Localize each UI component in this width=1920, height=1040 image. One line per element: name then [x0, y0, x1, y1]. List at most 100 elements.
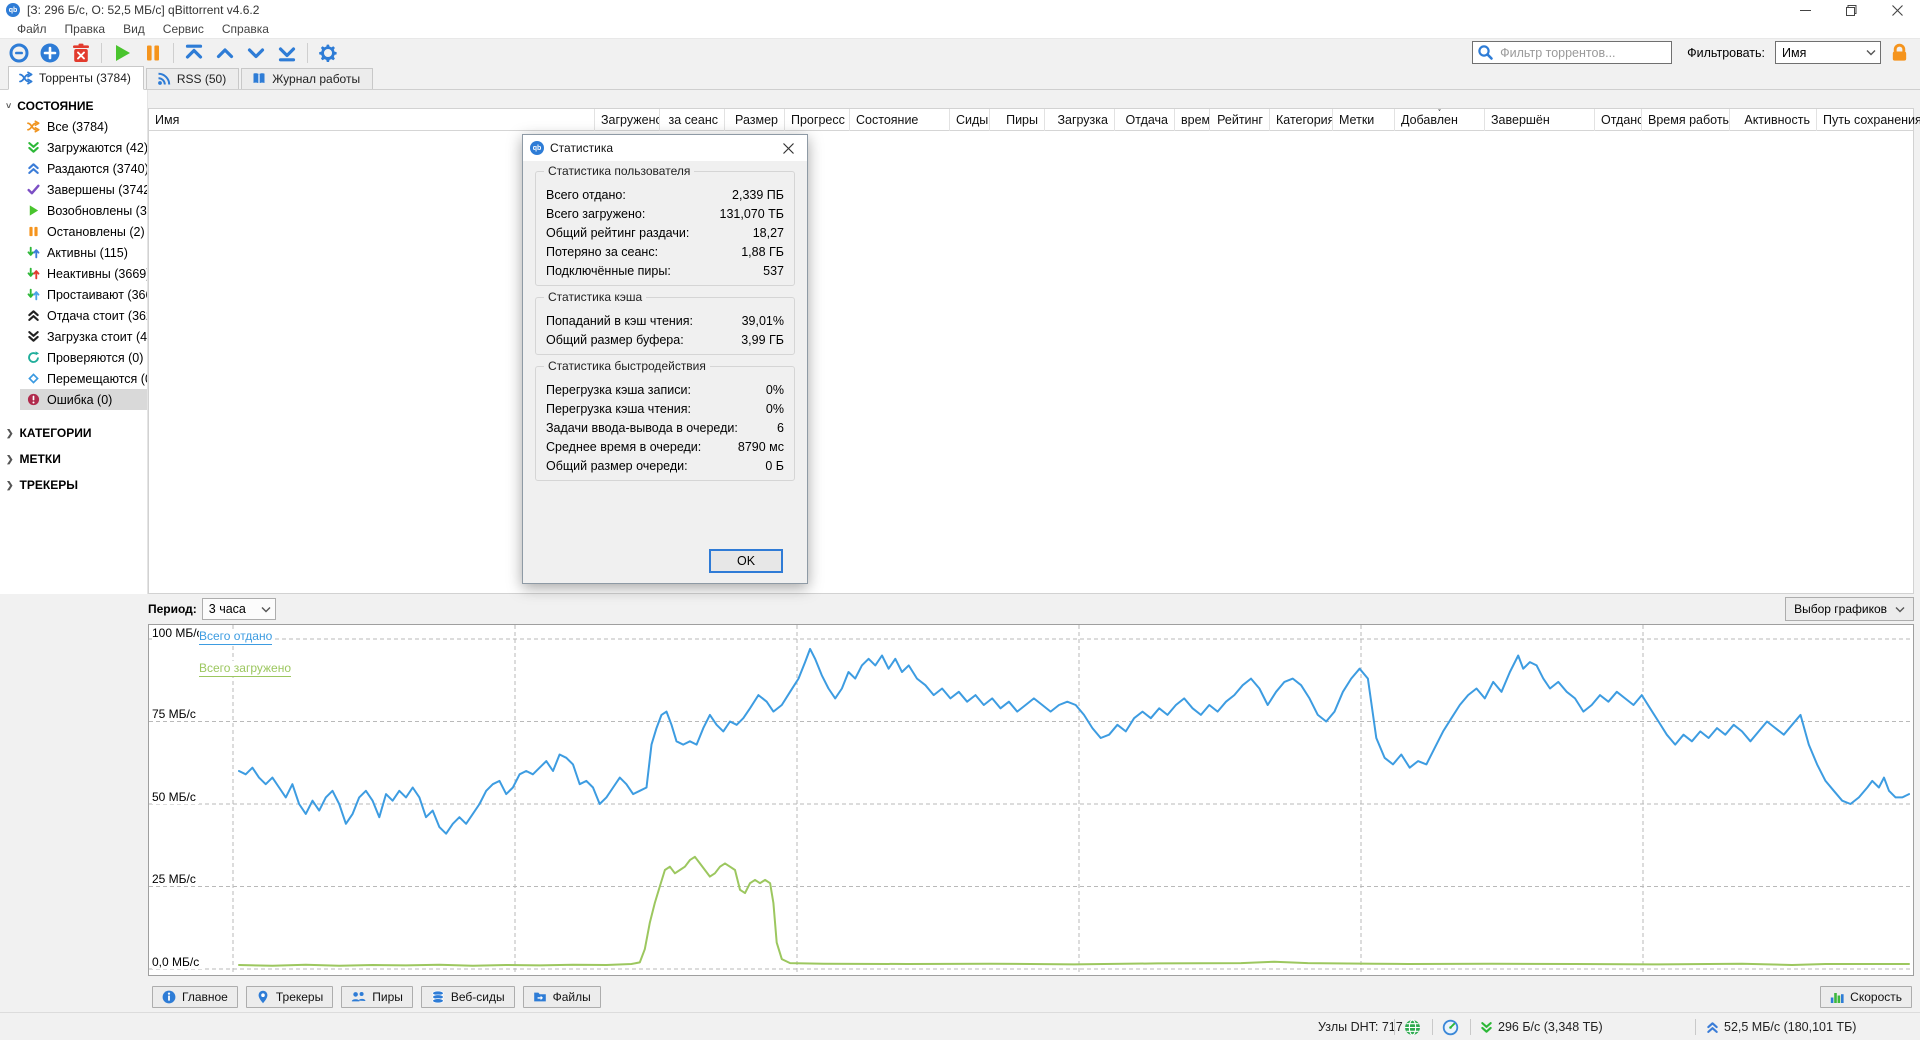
close-button[interactable]: [1874, 0, 1920, 20]
sidebar-section-trackers[interactable]: ❯ ТРЕКЕРЫ: [0, 475, 147, 495]
globe-icon: [1405, 1019, 1420, 1035]
tab-general[interactable]: Главное: [152, 986, 238, 1008]
tab-content[interactable]: Файлы: [522, 986, 601, 1008]
pause-button[interactable]: [140, 41, 166, 65]
column-header-time-active[interactable]: Время работы: [1642, 109, 1730, 131]
delete-torrent-button[interactable]: [68, 41, 94, 65]
maximize-button[interactable]: [1828, 0, 1874, 20]
sidebar-item-active[interactable]: Активны (115): [20, 242, 147, 263]
sidebar-item-stalled[interactable]: Простаивают (3667): [20, 284, 147, 305]
folder-icon: [533, 992, 546, 1002]
sidebar-item-stalled-uploading[interactable]: Отдача стоит (3626): [20, 305, 147, 326]
sidebar-item-paused[interactable]: Остановлены (2): [20, 221, 147, 242]
download-speed-text: 296 Б/с (3,348 ТБ): [1498, 1020, 1603, 1034]
column-header-downloaded[interactable]: Загружено: [595, 109, 660, 131]
column-header-added-on[interactable]: ˅ Добавлен: [1395, 109, 1485, 131]
tab-rss[interactable]: RSS (50): [145, 68, 240, 89]
tab-http-sources[interactable]: Веб-сиды: [420, 986, 515, 1008]
sidebar-item-all[interactable]: Все (3784): [20, 116, 147, 137]
column-header-session-download[interactable]: за сеанс: [660, 109, 725, 131]
toolbar-separator: [101, 42, 102, 63]
search-input[interactable]: [1472, 41, 1673, 64]
statistics-dialog: qb Статистика Статистика пользователя Вс…: [522, 134, 808, 584]
column-header-peers[interactable]: Пиры: [990, 109, 1045, 131]
add-torrent-link-button[interactable]: [6, 41, 32, 65]
double-chevron-up-icon: [1707, 1021, 1718, 1033]
global-download-speed[interactable]: 296 Б/с (3,348 ТБ): [1480, 1013, 1603, 1040]
group-cache-statistics: Статистика кэша Попаданий в кэш чтения: 3…: [535, 290, 795, 355]
main-tabbar: Торренты (3784) RSS (50) Журнал работы: [0, 66, 1920, 90]
menubar: Файл Правка Вид Сервис Справка: [0, 20, 1920, 39]
sidebar-section-categories[interactable]: ❯ КАТЕГОРИИ: [0, 423, 147, 443]
column-header-seeds[interactable]: Сиды: [950, 109, 990, 131]
add-torrent-file-button[interactable]: [37, 41, 63, 65]
sidebar-item-errored[interactable]: Ошибка (0): [20, 389, 147, 410]
tab-execution-log[interactable]: Журнал работы: [241, 68, 374, 89]
menu-view[interactable]: Вид: [123, 22, 145, 36]
qbittorrent-logo-icon: qb: [530, 141, 544, 155]
alt-speed-limits-icon[interactable]: [1442, 1013, 1459, 1040]
dialog-close-button[interactable]: [769, 135, 807, 161]
sidebar-item-seeding[interactable]: Раздаются (3740): [20, 158, 147, 179]
column-header-up-speed[interactable]: Отдача: [1115, 109, 1175, 131]
chevron-down-icon: [261, 606, 271, 612]
tab-label: Главное: [182, 990, 228, 1004]
column-header-last-activity[interactable]: Активность: [1730, 109, 1817, 131]
move-bottom-button[interactable]: [274, 41, 300, 65]
sidebar-item-resumed[interactable]: Возобновлены (3782): [20, 200, 147, 221]
column-header-status[interactable]: Состояние: [850, 109, 950, 131]
column-header-eta[interactable]: время: [1175, 109, 1210, 131]
column-header-name[interactable]: Имя: [149, 109, 595, 131]
sidebar-item-checking[interactable]: Проверяются (0): [20, 347, 147, 368]
global-upload-speed[interactable]: 52,5 МБ/с (180,101 ТБ): [1706, 1013, 1856, 1040]
sidebar-item-stalled-downloading[interactable]: Загрузка стоит (41): [20, 326, 147, 347]
column-header-category[interactable]: Категория: [1270, 109, 1333, 131]
sidebar-section-tags[interactable]: ❯ МЕТКИ: [0, 449, 147, 469]
menu-help[interactable]: Справка: [221, 22, 269, 36]
speed-graph-panel: Период: 3 часа Выбор графиков 100 МБ/с 7…: [0, 594, 1920, 982]
group-user-statistics: Статистика пользователя Всего отдано: 2,3…: [535, 164, 795, 286]
resume-button[interactable]: [109, 41, 135, 65]
tab-torrents[interactable]: Торренты (3784): [8, 66, 144, 90]
sidebar-item-moving[interactable]: Перемещаются (0): [20, 368, 147, 389]
legend-total-download: Всего загружено: [199, 661, 292, 677]
column-header-completed-on[interactable]: Завершён: [1485, 109, 1595, 131]
statusbar-separator: [1695, 1019, 1696, 1035]
menu-tools[interactable]: Сервис: [162, 22, 204, 36]
chevron-up-icon: [216, 47, 234, 58]
sidebar-item-completed[interactable]: Завершены (3742): [20, 179, 147, 200]
connection-status-icon[interactable]: [1404, 1013, 1421, 1040]
column-header-down-speed[interactable]: Загрузка: [1045, 109, 1115, 131]
filter-by-select[interactable]: Имя: [1775, 41, 1881, 64]
tab-label: Торренты (3784): [39, 70, 131, 85]
column-header-size[interactable]: Размер: [725, 109, 785, 131]
gear-icon: [319, 44, 337, 62]
lock-filter-button[interactable]: [1886, 41, 1912, 65]
sidebar-item-downloading[interactable]: Загружаются (42): [20, 137, 147, 158]
menu-edit[interactable]: Правка: [64, 22, 106, 36]
tab-trackers[interactable]: Трекеры: [245, 986, 334, 1008]
period-select[interactable]: 3 часа: [201, 598, 276, 620]
menu-file[interactable]: Файл: [17, 22, 47, 36]
column-header-ratio[interactable]: Рейтинг: [1210, 109, 1270, 131]
tab-peers[interactable]: Пиры: [341, 986, 413, 1008]
move-top-button[interactable]: [181, 41, 207, 65]
column-header-uploaded[interactable]: Отдано: [1595, 109, 1642, 131]
peers-icon: [352, 992, 366, 1002]
down-up-arrows-icon: [27, 288, 40, 301]
sidebar-item-inactive[interactable]: Неактивны (3669): [20, 263, 147, 284]
minimize-button[interactable]: [1782, 0, 1828, 20]
column-header-progress[interactable]: Прогресс: [785, 109, 850, 131]
column-header-tags[interactable]: Метки: [1333, 109, 1395, 131]
tab-speed[interactable]: Скорость: [1820, 986, 1912, 1008]
ok-button[interactable]: OK: [709, 549, 783, 573]
move-up-button[interactable]: [212, 41, 238, 65]
chevron-bottom-bar-icon: [278, 46, 296, 61]
move-down-button[interactable]: [243, 41, 269, 65]
stat-row: Подключённые пиры: 537: [546, 264, 784, 278]
options-button[interactable]: [315, 41, 341, 65]
section-label: КАТЕГОРИИ: [19, 426, 92, 440]
graph-select-button[interactable]: Выбор графиков: [1785, 597, 1914, 621]
sidebar-section-state[interactable]: ˅ СОСТОЯНИЕ: [0, 96, 147, 116]
column-header-save-path[interactable]: Путь сохранения: [1817, 109, 1920, 131]
